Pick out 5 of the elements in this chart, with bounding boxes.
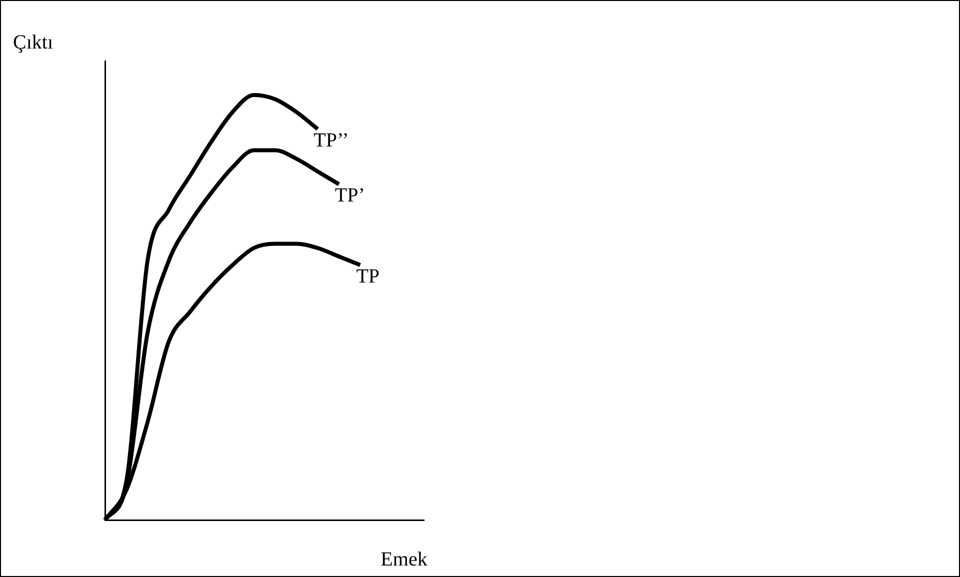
series-label: TP’’ bbox=[314, 129, 349, 152]
series-label: TP bbox=[356, 265, 380, 288]
series-label: TP’ bbox=[334, 184, 365, 206]
y-axis-title: Çıktı bbox=[13, 31, 54, 54]
x-axis-title: Emek bbox=[380, 548, 428, 570]
